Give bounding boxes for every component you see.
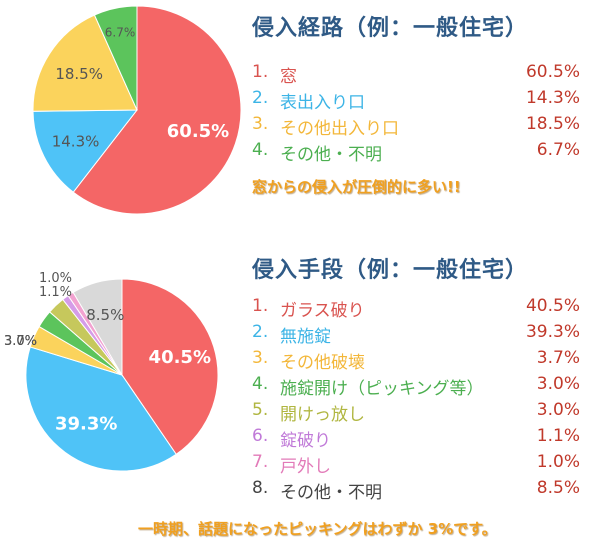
legend-number: 1. (252, 62, 269, 82)
legend-label: ガラス破り (280, 301, 365, 321)
slice-label: 39.3% (55, 414, 117, 435)
legend-number: 7. (252, 452, 269, 472)
legend-number: 6. (252, 426, 269, 446)
legend-item: 8. その他・不明 8.5% (252, 478, 580, 504)
legend-value: 39.3% (525, 322, 580, 342)
legend-value: 14.3% (525, 88, 580, 108)
legend-label: 施錠開け（ピッキング等） (280, 379, 484, 399)
pie-slice (72, 278, 123, 377)
legend-value: 40.5% (525, 296, 580, 316)
pie-slice (72, 5, 242, 215)
pie-slice (93, 5, 138, 111)
route-chart-title: 侵入経路（例：一般住宅） (252, 16, 529, 41)
pie-slice (32, 14, 138, 112)
slice-label: 18.5% (55, 65, 103, 83)
legend-number: 4. (252, 374, 269, 394)
legend-value: 3.7% (536, 348, 580, 368)
legend-value: 6.7% (536, 140, 580, 160)
legend-item: 4. その他・不明 6.7% (252, 140, 580, 166)
legend-item: 7. 戸外し 1.0% (252, 452, 580, 478)
legend-label: その他破壊 (280, 353, 365, 373)
route-legend: 1. 窓 60.5% 2. 表出入り口 14.3% 3. その他出入り口 18.5% 4. その他・… (252, 62, 580, 166)
legend-item: 5. 開けっ放し 3.0% (252, 400, 580, 426)
slice-label: 14.3% (52, 133, 100, 151)
legend-value: 3.0% (536, 374, 580, 394)
legend-item: 6. 錠破り 1.1% (252, 426, 580, 452)
legend-value: 18.5% (525, 114, 580, 134)
legend-label: 錠破り (280, 431, 331, 451)
legend-value: 60.5% (525, 62, 580, 82)
legend-item: 2. 表出入り口 14.3% (252, 88, 580, 114)
legend-value: 8.5% (536, 478, 580, 498)
legend-label: その他・不明 (280, 145, 382, 165)
slice-label: 1.1% (39, 285, 72, 300)
legend-value: 3.0% (536, 400, 580, 420)
legend-number: 1. (252, 296, 269, 316)
legend-value: 1.1% (536, 426, 580, 446)
slice-label: 40.5% (149, 347, 211, 368)
pie-slice (25, 346, 177, 472)
method-chart-title: 侵入手段（例：一般住宅） (252, 258, 529, 283)
legend-item: 1. 窓 60.5% (252, 62, 580, 88)
legend-item: 1. ガラス破り 40.5% (252, 296, 580, 322)
legend-label: その他出入り口 (280, 119, 399, 139)
legend-label: 表出入り口 (280, 93, 365, 113)
slice-label: 1.0% (39, 271, 72, 286)
slice-label: 8.5% (86, 306, 124, 324)
pie-slice (121, 278, 219, 455)
legend-label: 戸外し (280, 457, 331, 477)
legend-item: 4. 施錠開け（ピッキング等） 3.0% (252, 374, 580, 400)
legend-item: 2. 無施錠 39.3% (252, 322, 580, 348)
legend-number: 4. (252, 140, 269, 160)
method-callout: 一時期、話題になったピッキングはわずか 3%です。 (138, 520, 497, 538)
pie-slice (32, 109, 139, 193)
legend-number: 3. (252, 348, 269, 368)
legend-label: その他・不明 (280, 483, 382, 503)
legend-item: 3. その他出入り口 18.5% (252, 114, 580, 140)
legend-value: 1.0% (536, 452, 580, 472)
route-callout: 窓からの侵入が圧倒的に多い!! (252, 178, 461, 196)
slice-label: 3.0% (4, 334, 37, 349)
legend-label: 窓 (280, 67, 297, 87)
legend-label: 開けっ放し (280, 405, 365, 425)
legend-label: 無施錠 (280, 327, 331, 347)
legend-number: 2. (252, 322, 269, 342)
slice-label: 60.5% (167, 121, 229, 142)
slice-label: 3.7% (4, 334, 37, 349)
legend-number: 5. (252, 400, 269, 420)
slice-label: 3.0% (4, 334, 37, 349)
legend-item: 3. その他破壊 3.7% (252, 348, 580, 374)
method-legend: 1. ガラス破り 40.5% 2. 無施錠 39.3% 3. その他破壊 3.7% 4. 施錠開け（… (252, 296, 580, 504)
legend-number: 8. (252, 478, 269, 498)
slice-label: 6.7% (105, 26, 136, 40)
legend-number: 2. (252, 88, 269, 108)
legend-number: 3. (252, 114, 269, 134)
